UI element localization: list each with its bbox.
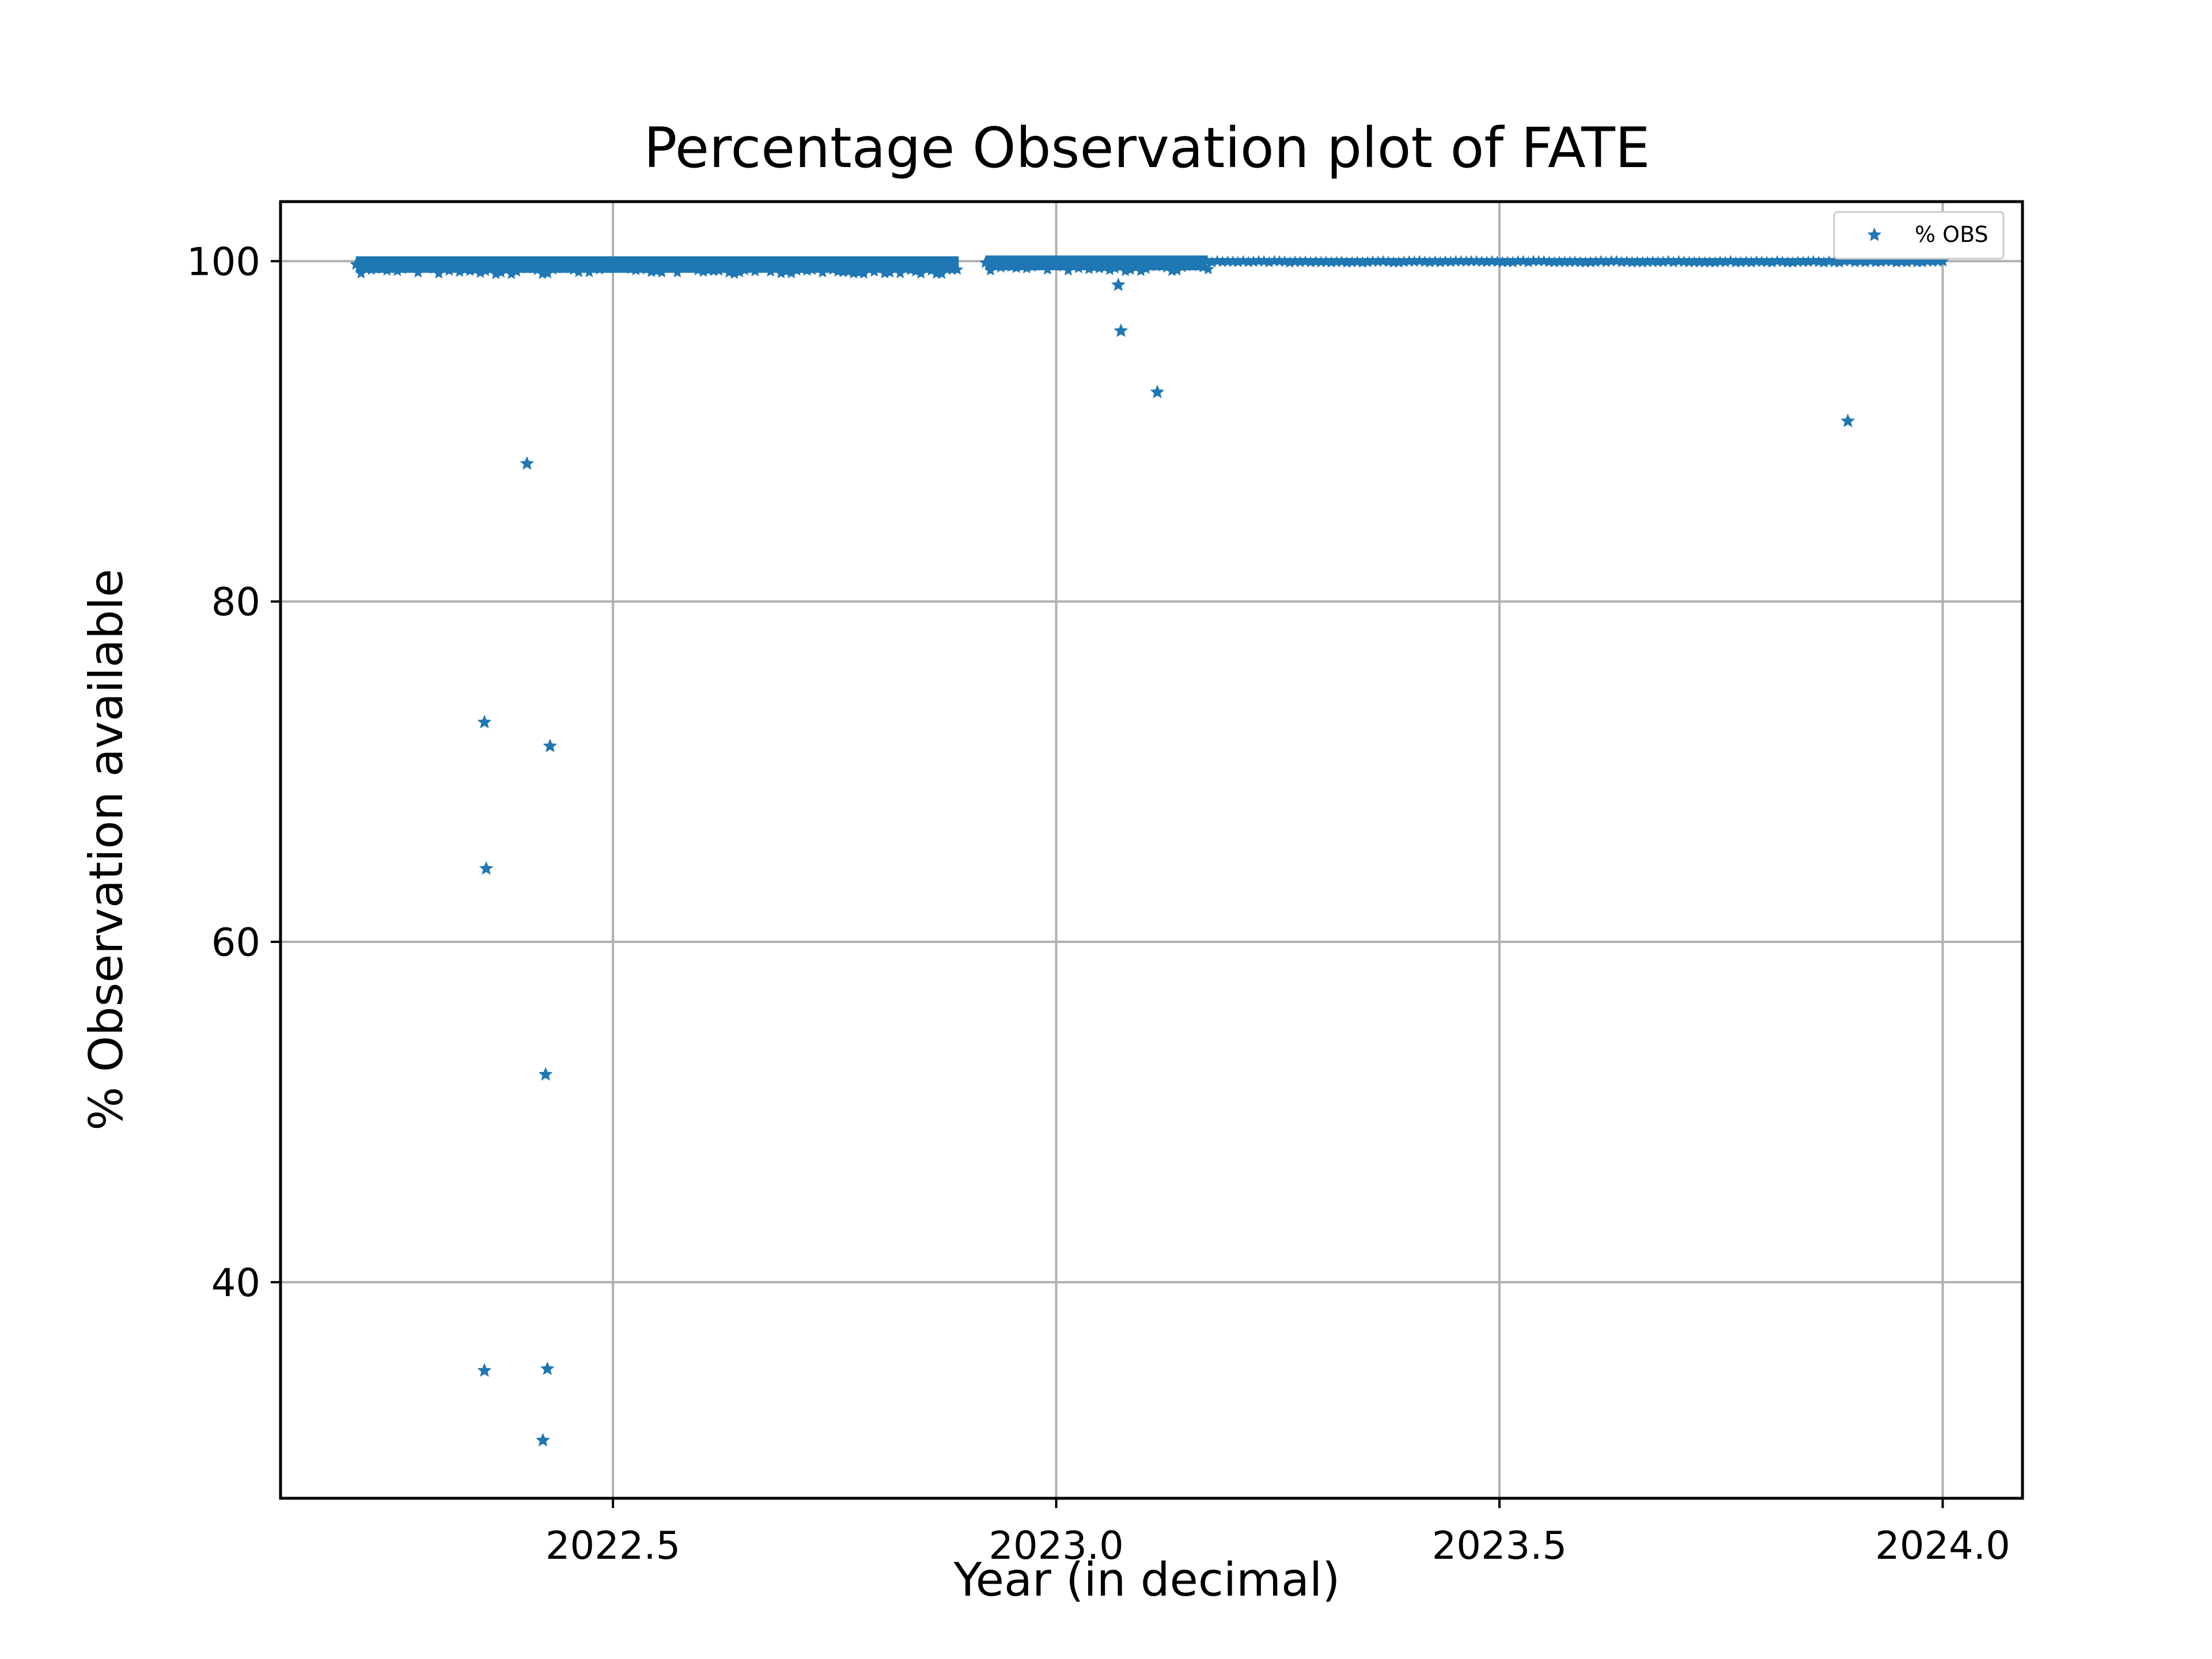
data-point [630, 264, 642, 275]
legend-marker [1867, 228, 1882, 241]
data-point [894, 267, 907, 278]
x-tick-label: 2023.5 [1432, 1523, 1567, 1568]
data-point [360, 259, 373, 271]
data-point [816, 266, 829, 278]
data-point [806, 263, 819, 275]
data-point [873, 259, 886, 271]
data-point [884, 266, 896, 278]
data-point [477, 714, 492, 729]
data-point [1135, 264, 1147, 276]
data-point [1840, 414, 1855, 427]
y-tick-label: 80 [211, 579, 260, 624]
data-point [764, 265, 777, 277]
data-point [1140, 262, 1152, 274]
data-point [759, 259, 772, 270]
x-tick-label: 2022.5 [546, 1523, 680, 1568]
axis-ticks: 2022.5 2023.0 2023.5 2024.0 40 60 80 100 [187, 239, 2010, 1568]
data-point [510, 265, 523, 277]
data-point [443, 264, 456, 276]
data-point [562, 259, 575, 271]
data-point [412, 266, 425, 278]
data-point [396, 262, 409, 274]
y-tick-label: 40 [211, 1260, 260, 1305]
data-point [391, 264, 404, 276]
data-point [427, 262, 440, 274]
legend: % OBS [1833, 211, 2005, 260]
data-point [541, 267, 554, 279]
data-point [1187, 260, 1199, 271]
data-point [1010, 262, 1022, 274]
data-point [543, 738, 558, 752]
data-point [868, 265, 881, 277]
data-point [1073, 262, 1085, 274]
data-point [858, 267, 870, 279]
x-tick-label: 2024.0 [1875, 1523, 2010, 1568]
data-point [578, 261, 590, 273]
y-axis-title: % Observation available [79, 569, 133, 1130]
data-point [811, 259, 824, 271]
data-point [785, 267, 798, 279]
y-tick-label: 100 [187, 239, 260, 284]
data-point [1036, 257, 1048, 270]
data-point [749, 264, 762, 276]
data-point [1111, 277, 1126, 291]
y-tick-label: 60 [211, 920, 260, 965]
data-point [557, 262, 570, 274]
data-point [1171, 264, 1183, 276]
data-point [1202, 263, 1214, 275]
data-point [536, 1433, 550, 1447]
data-point [915, 267, 927, 279]
data-point [350, 258, 362, 270]
data-point [666, 259, 679, 271]
data-point [1150, 384, 1165, 399]
legend-label: % OBS [1915, 222, 1988, 247]
data-point [1026, 260, 1038, 272]
data-point [1937, 255, 1949, 267]
legend-box [1833, 211, 2005, 260]
data-point [770, 262, 782, 274]
data-point [671, 266, 684, 278]
data-point [984, 264, 997, 276]
data-point [479, 861, 494, 875]
series-obs-markers [350, 255, 1949, 1447]
data-point [538, 1067, 553, 1081]
data-point [744, 259, 756, 271]
chart-title: Percentage Observation plot of FATE [643, 116, 1650, 180]
data-point [951, 263, 964, 275]
data-point [477, 1363, 492, 1377]
data-point [935, 267, 948, 279]
data-point [573, 266, 585, 278]
data-point [1062, 264, 1074, 276]
data-point [521, 262, 533, 274]
plot-frame [279, 200, 2024, 1500]
data-point [1041, 263, 1054, 275]
data-point [484, 263, 497, 275]
data-point [433, 267, 445, 279]
x-tick-label: 2023.0 [988, 1523, 1123, 1568]
data-point [733, 266, 746, 278]
data-point [1124, 263, 1137, 275]
data-point [593, 263, 606, 275]
legend-star-icon [1867, 228, 1882, 241]
data-point [1113, 323, 1128, 337]
data-point [453, 265, 466, 277]
data-point [687, 259, 699, 271]
data-point [495, 266, 507, 278]
data-point [1176, 260, 1188, 272]
data-point [386, 260, 399, 271]
data-point [540, 1361, 555, 1375]
data-point [738, 264, 751, 275]
data-point [355, 267, 368, 279]
data-point [979, 256, 991, 268]
data-point [505, 267, 518, 279]
x-axis-title: Year (in decimal) [953, 1553, 1340, 1607]
data-point [547, 263, 559, 275]
data-point [407, 260, 419, 272]
data-point [520, 456, 535, 470]
data-point [656, 266, 668, 278]
data-point [381, 264, 393, 276]
data-point [583, 266, 596, 278]
